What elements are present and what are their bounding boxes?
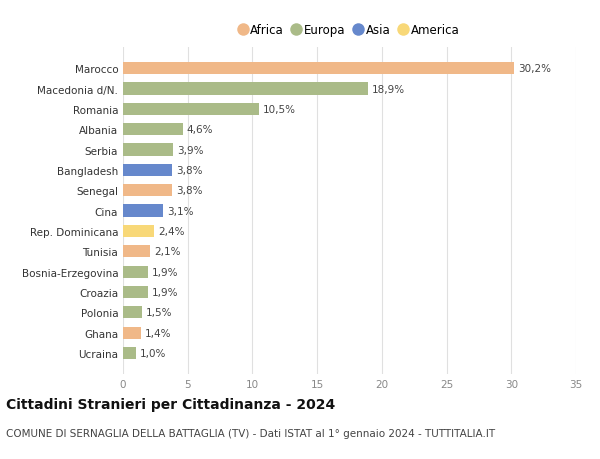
Text: 1,9%: 1,9% [151,267,178,277]
Bar [123,185,172,197]
Text: 3,9%: 3,9% [178,146,204,155]
Bar [123,347,136,359]
Bar [123,327,141,339]
Bar [123,104,259,116]
Text: 30,2%: 30,2% [518,64,551,74]
Bar [123,83,368,95]
Bar [123,124,182,136]
Text: 2,4%: 2,4% [158,226,184,236]
Text: 2,1%: 2,1% [154,247,181,257]
Text: 3,1%: 3,1% [167,206,194,216]
Text: 1,9%: 1,9% [151,287,178,297]
Bar [123,307,142,319]
Text: 1,5%: 1,5% [146,308,173,318]
Bar [123,63,514,75]
Text: 18,9%: 18,9% [371,84,404,95]
Bar [123,164,172,177]
Text: 3,8%: 3,8% [176,166,203,175]
Text: COMUNE DI SERNAGLIA DELLA BATTAGLIA (TV) - Dati ISTAT al 1° gennaio 2024 - TUTTI: COMUNE DI SERNAGLIA DELLA BATTAGLIA (TV)… [6,428,495,438]
Legend: Africa, Europa, Asia, America: Africa, Europa, Asia, America [238,22,461,39]
Text: 1,0%: 1,0% [140,348,166,358]
Text: 4,6%: 4,6% [187,125,213,135]
Bar [123,225,154,237]
Text: 1,4%: 1,4% [145,328,172,338]
Bar [123,246,150,258]
Text: 10,5%: 10,5% [263,105,296,115]
Text: Cittadini Stranieri per Cittadinanza - 2024: Cittadini Stranieri per Cittadinanza - 2… [6,397,335,411]
Bar [123,144,173,157]
Bar [123,266,148,278]
Text: 3,8%: 3,8% [176,186,203,196]
Bar [123,205,163,217]
Bar [123,286,148,298]
